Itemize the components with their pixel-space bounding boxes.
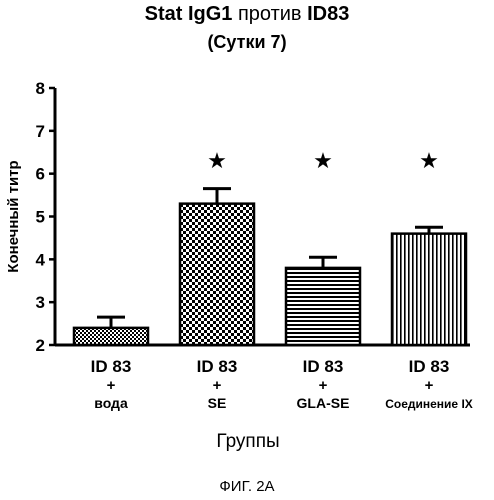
bar xyxy=(284,266,362,347)
chart-subtitle: (Сутки 7) xyxy=(207,32,287,52)
x-tick-label: вода xyxy=(94,395,128,411)
chart-title: Stat IgG1 против ID83 xyxy=(0,2,494,26)
significance-star: ★ xyxy=(419,149,439,174)
x-tick-label: SE xyxy=(208,395,227,411)
y-tick-label: 3 xyxy=(36,293,45,312)
x-axis-label: Группы xyxy=(216,431,279,452)
x-tick-label: ID 83 xyxy=(409,357,450,376)
bar xyxy=(72,326,150,347)
bar xyxy=(390,232,468,347)
figure-caption: ФИГ. 2А xyxy=(219,478,275,495)
y-tick-label: 5 xyxy=(36,208,45,227)
y-tick-label: 4 xyxy=(36,250,46,269)
x-tick-label: ID 83 xyxy=(91,357,132,376)
x-tick-label: ID 83 xyxy=(303,357,344,376)
chart-title-part3: ID83 xyxy=(307,3,350,25)
x-tick-label: + xyxy=(319,377,328,394)
y-tick-label: 7 xyxy=(36,122,45,141)
y-axis-label: Конечный титр xyxy=(5,160,22,272)
chart-bars: ★ ★ ★ xyxy=(72,149,468,347)
y-tick-label: 6 xyxy=(36,165,45,184)
x-tick-label: ID 83 xyxy=(197,357,238,376)
y-tick-label: 2 xyxy=(36,336,45,355)
x-tick-label: + xyxy=(213,377,222,394)
chart-title-part2: против xyxy=(232,3,308,25)
x-tick-label: GLA-SE xyxy=(297,395,350,411)
y-tick-label: 8 xyxy=(36,79,45,98)
x-tick-label: + xyxy=(425,377,434,394)
chart-title-part1: Stat IgG1 xyxy=(144,3,233,25)
bar xyxy=(178,202,256,347)
significance-star: ★ xyxy=(207,149,227,174)
x-tick-label: Соединение IX xyxy=(385,397,473,411)
x-tick-label: + xyxy=(107,377,116,394)
significance-star: ★ xyxy=(313,149,333,174)
